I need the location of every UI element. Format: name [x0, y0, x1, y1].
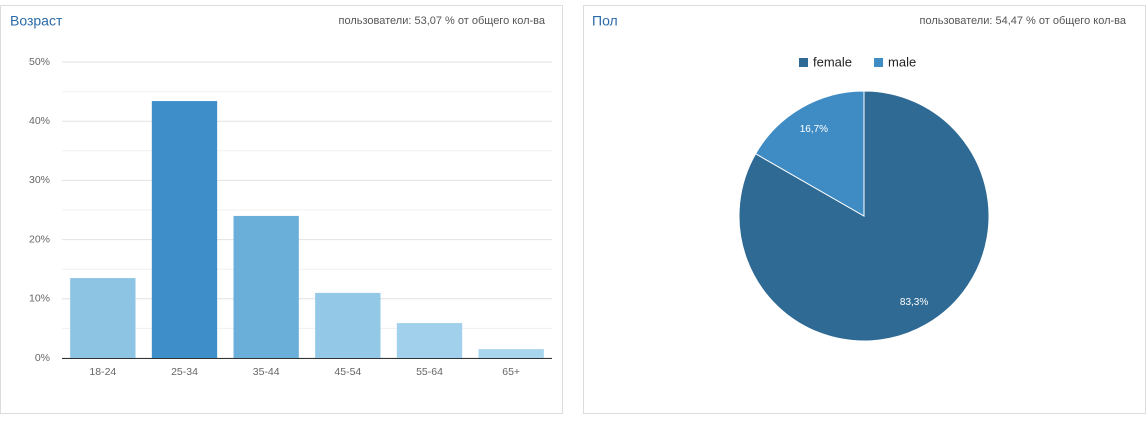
- legend-swatch: [874, 58, 884, 67]
- chart-subtitle: пользователи: 53,07 % от общего кол-ва: [339, 15, 546, 27]
- chart-subtitle: пользователи: 54,47 % от общего кол-ва: [920, 15, 1127, 27]
- bar: [151, 101, 218, 359]
- bar: [315, 292, 381, 358]
- data-label: 83,3%: [900, 297, 928, 308]
- bar: [478, 349, 544, 358]
- y-tick-label: 10%: [29, 293, 50, 305]
- x-tick-label: 18-24: [89, 366, 116, 378]
- bar: [233, 215, 299, 358]
- y-tick-label: 0%: [35, 352, 50, 364]
- x-tick-label: 65+: [502, 366, 520, 378]
- chart-title: Возраст: [10, 13, 63, 29]
- y-tick-label: 30%: [29, 174, 50, 186]
- x-tick-label: 45-54: [334, 366, 361, 378]
- legend-label: female: [813, 54, 852, 69]
- bar: [70, 278, 136, 358]
- legend-label: male: [888, 54, 916, 69]
- y-tick-label: 20%: [29, 233, 50, 245]
- legend-swatch: [799, 58, 808, 67]
- x-tick-label: 35-44: [253, 366, 280, 378]
- data-label: 16,7%: [800, 124, 828, 135]
- pie-slice: [738, 90, 990, 342]
- y-tick-label: 50%: [29, 56, 50, 68]
- x-tick-label: 25-34: [171, 366, 198, 378]
- y-tick-label: 40%: [29, 115, 50, 127]
- chart-title: Пол: [592, 13, 618, 29]
- x-tick-label: 55-64: [416, 366, 443, 378]
- pie-slice: [754, 90, 865, 217]
- bar: [396, 323, 463, 358]
